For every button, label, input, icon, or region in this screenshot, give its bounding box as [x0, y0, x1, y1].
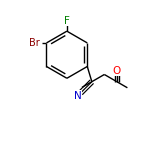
Text: Br: Br: [29, 38, 39, 48]
Text: F: F: [64, 16, 70, 26]
Text: O: O: [113, 66, 121, 76]
Text: N: N: [74, 91, 82, 101]
